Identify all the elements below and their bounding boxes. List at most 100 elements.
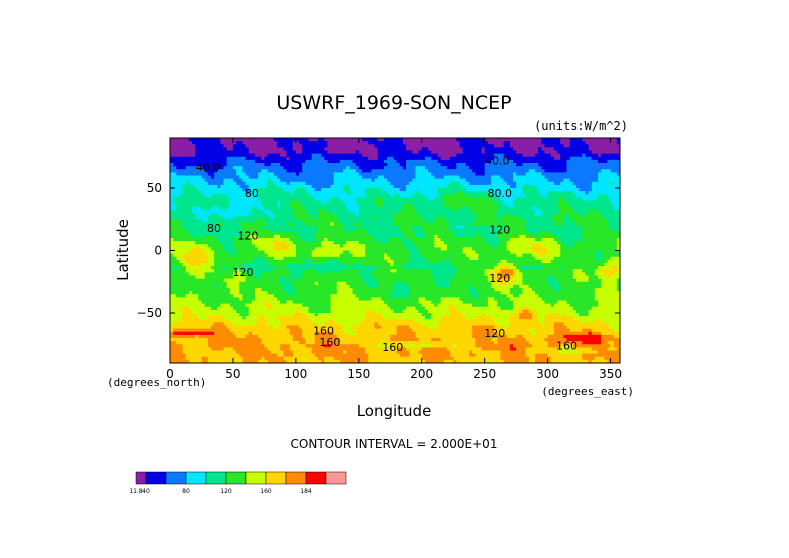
contour-band-cell xyxy=(509,297,542,302)
contour-band-cell xyxy=(541,209,561,214)
contour-band-cell xyxy=(421,347,448,352)
contour-band-cell xyxy=(412,225,423,230)
contour-band-cell xyxy=(245,156,262,161)
y-tick-label: −50 xyxy=(137,306,162,320)
contour-band-cell xyxy=(223,166,234,170)
contour-band-cell xyxy=(525,219,555,223)
contour-band-cell xyxy=(170,178,206,183)
contour-band-cell xyxy=(443,216,476,220)
contour-band-cell xyxy=(220,141,237,145)
contour-band-cell xyxy=(544,169,568,173)
contour-band-cell xyxy=(613,206,620,211)
contour-band-cell xyxy=(490,338,498,342)
contour-band-cell xyxy=(525,225,583,230)
contour-band-cell xyxy=(371,216,376,220)
contour-band-cell xyxy=(484,163,517,167)
contour-band-cell xyxy=(295,231,316,236)
contour-band-cell xyxy=(264,206,294,211)
contour-band-cell xyxy=(176,256,184,261)
contour-band-cell xyxy=(535,359,552,363)
contour-band-cell xyxy=(258,191,291,195)
contour-band-cell xyxy=(497,263,514,267)
contour-band-cell xyxy=(377,150,413,155)
contour-band-cell xyxy=(371,272,432,277)
contour-band-cell xyxy=(506,325,555,330)
contour-band-cell xyxy=(302,144,328,148)
contour-band-cell xyxy=(327,159,341,164)
contour-band-cell xyxy=(201,356,209,361)
contour-band-cell xyxy=(531,344,549,348)
contour-band-cell xyxy=(541,244,561,248)
contour-band-cell xyxy=(402,266,457,270)
contour-band-cell xyxy=(195,150,250,155)
contour-band-cell xyxy=(361,175,379,180)
contour-band-cell xyxy=(406,147,423,152)
contour-band-cell xyxy=(239,313,250,317)
contour-band-cell xyxy=(563,266,599,270)
colorbar-swatch xyxy=(305,471,327,485)
contour-band-cell xyxy=(182,316,199,320)
contour-band-cell xyxy=(437,322,498,327)
contour-band-cell xyxy=(245,278,281,283)
contour-band-cell xyxy=(497,322,511,327)
contour-band-cell xyxy=(468,256,479,261)
contour-band-cell xyxy=(170,163,174,167)
contour-band-cell xyxy=(494,153,505,158)
contour-band-cell xyxy=(620,329,624,333)
contour-band-cell xyxy=(406,244,417,248)
contour-band-cell xyxy=(481,147,486,152)
colorbar-tick-label: 120 xyxy=(220,488,232,495)
contour-band-cell xyxy=(182,350,237,355)
contour-band-cell xyxy=(176,172,209,177)
contour-band-cell xyxy=(613,344,620,348)
contour-band-cell xyxy=(232,166,243,170)
contour-band-cell xyxy=(497,331,533,336)
contour-band-cell xyxy=(239,175,250,180)
contour-band-cell xyxy=(333,241,347,245)
contour-band-cell xyxy=(365,188,382,192)
contour-band-cell xyxy=(185,259,209,264)
contour-band-cell xyxy=(324,147,379,152)
contour-band-cell xyxy=(547,178,564,183)
contour-band-cell xyxy=(572,344,612,348)
contour-band-cell xyxy=(270,163,281,167)
contour-band-cell xyxy=(387,241,404,245)
contour-band-cell xyxy=(519,269,574,273)
contour-band-cell xyxy=(176,166,187,170)
contour-band-cell xyxy=(490,281,498,286)
contour-band-cell xyxy=(292,353,316,358)
contour-band-cell xyxy=(434,278,451,283)
contour-band-cell xyxy=(232,144,247,148)
contour-band-cell xyxy=(192,141,221,145)
contour-band-cell xyxy=(170,263,184,267)
contour-band-cell xyxy=(261,169,269,173)
contour-band-cell xyxy=(396,325,410,330)
contour-band-cell xyxy=(535,184,577,189)
contour-band-cell xyxy=(437,194,445,198)
contour-band-cell xyxy=(509,322,542,327)
contour-band-cell xyxy=(607,359,620,363)
contour-band-cell xyxy=(368,141,404,145)
contour-band-cell xyxy=(437,216,445,220)
contour-band-cell xyxy=(204,169,218,173)
contour-band-cell xyxy=(597,178,620,183)
contour-band-cell xyxy=(487,300,498,305)
contour-band-cell xyxy=(324,359,341,363)
contour-band-cell xyxy=(516,172,527,177)
contour-band-cell xyxy=(588,144,620,148)
contour-band-cell xyxy=(588,147,620,152)
contour-band-cell xyxy=(182,253,209,258)
contour-band-cell xyxy=(273,181,288,186)
contour-band-cell xyxy=(620,194,624,198)
contour-band-cell xyxy=(365,347,398,352)
contour-band-cell xyxy=(550,359,590,363)
contour-band-cell xyxy=(239,297,243,302)
contour-band-cell xyxy=(418,250,464,255)
contour-band-cell xyxy=(402,309,420,314)
contour-band-cell xyxy=(484,238,502,242)
contour-band-cell xyxy=(431,156,442,161)
contour-band-cell xyxy=(563,313,568,317)
contour-band-cell xyxy=(402,263,454,267)
contour-band-cell xyxy=(343,228,357,233)
contour-band-cell xyxy=(261,356,266,361)
